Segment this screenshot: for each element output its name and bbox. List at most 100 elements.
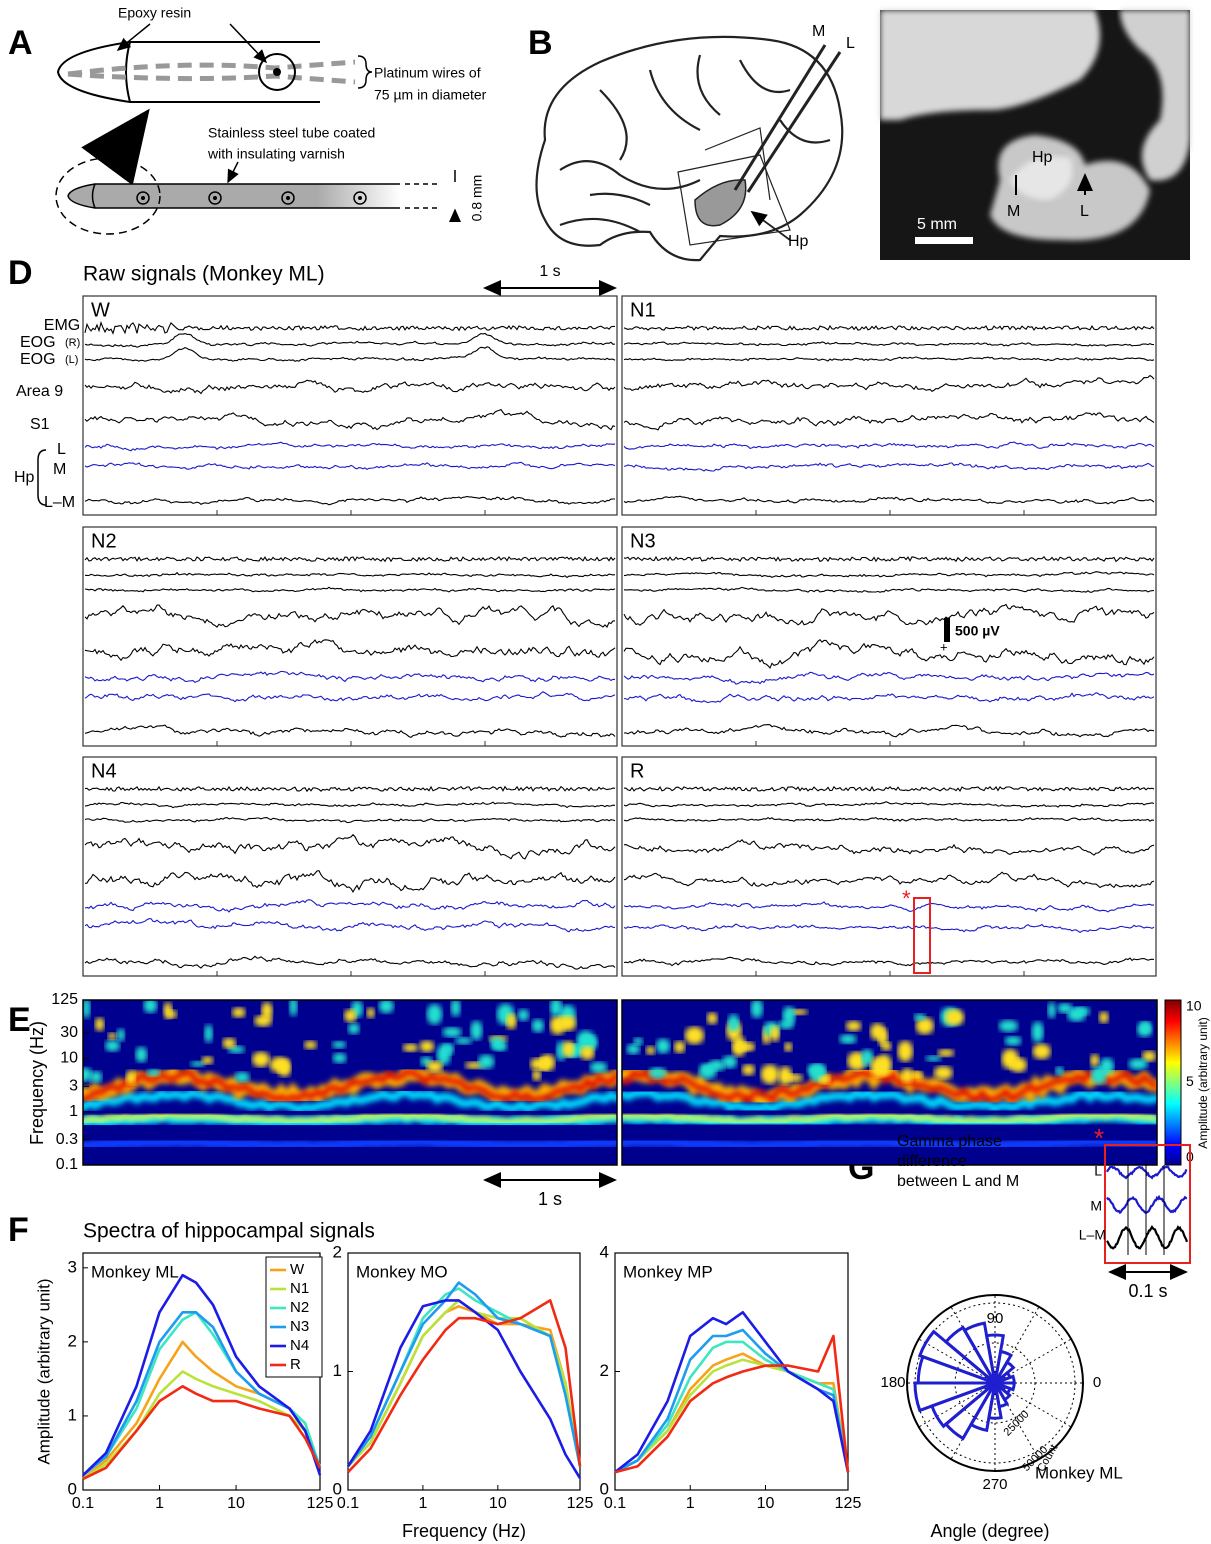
channel-label: Hp bbox=[14, 469, 35, 486]
blob bbox=[201, 1056, 214, 1065]
annotation: Stainless steel tube coated bbox=[208, 125, 375, 141]
y-tick-label: 1 bbox=[69, 1103, 78, 1120]
phase-bar bbox=[917, 1329, 996, 1385]
blob bbox=[254, 1015, 273, 1027]
blob bbox=[1090, 1053, 1100, 1068]
scale-label: 1 s bbox=[538, 1189, 562, 1209]
colorbar bbox=[1164, 999, 1182, 1166]
phase-bar bbox=[994, 1381, 1016, 1392]
signal-trace bbox=[84, 691, 616, 703]
legend-label: N3 bbox=[290, 1318, 309, 1335]
band bbox=[83, 1068, 617, 1104]
blob bbox=[1001, 1048, 1019, 1070]
y-tick-label: 4 bbox=[600, 1242, 609, 1261]
blob bbox=[933, 1066, 953, 1080]
blob bbox=[845, 1020, 862, 1032]
annotation: M bbox=[812, 23, 825, 40]
spectrum-line bbox=[347, 1299, 582, 1474]
panel-title: difference bbox=[897, 1153, 967, 1170]
blob bbox=[83, 1000, 91, 1019]
x-tick-label: 125 bbox=[567, 1495, 594, 1512]
blob bbox=[234, 1071, 250, 1083]
band bbox=[622, 1069, 1157, 1105]
signal-trace bbox=[84, 495, 615, 506]
x-tick-label: 0.1 bbox=[337, 1495, 359, 1512]
annotation: 75 µm in diameter bbox=[374, 87, 487, 103]
blob bbox=[252, 1051, 271, 1068]
blob bbox=[1055, 1066, 1064, 1076]
angle-tick-label: 180 bbox=[880, 1374, 905, 1391]
phase-bar bbox=[987, 1382, 1003, 1420]
signal-trace bbox=[623, 495, 1155, 505]
blob bbox=[722, 1055, 738, 1069]
state-label: N2 bbox=[91, 530, 117, 552]
blob bbox=[1047, 1001, 1056, 1019]
signal-trace bbox=[84, 817, 616, 824]
band bbox=[622, 1087, 1157, 1114]
x-tick-label: 0.1 bbox=[72, 1495, 94, 1512]
y-axis-label: Amplitude (arbitrary unit) bbox=[34, 1278, 53, 1464]
frame bbox=[82, 999, 618, 1166]
blob bbox=[104, 1039, 121, 1052]
y-tick-label: 2 bbox=[333, 1242, 342, 1261]
blob bbox=[116, 1028, 126, 1042]
blob bbox=[626, 1043, 641, 1055]
annotation: + bbox=[940, 639, 948, 654]
phase-bar bbox=[943, 1381, 997, 1441]
signal-trace bbox=[84, 785, 616, 793]
panel-label: D bbox=[8, 254, 33, 292]
legend-label: N1 bbox=[290, 1280, 309, 1297]
blob bbox=[549, 1015, 566, 1035]
signal-trace bbox=[623, 571, 1155, 579]
signal-trace bbox=[623, 412, 1155, 431]
blob bbox=[532, 1069, 542, 1081]
raw-signals: W N1 N2 N3 N4 R bbox=[82, 295, 1157, 977]
band bbox=[622, 1111, 1157, 1125]
phase-bar bbox=[913, 1381, 996, 1413]
panel-title: Raw signals (Monkey ML) bbox=[83, 263, 325, 286]
chart-subtitle: Monkey ML bbox=[1035, 1463, 1123, 1482]
blob bbox=[531, 1018, 545, 1033]
band bbox=[622, 1135, 1157, 1152]
angle-tick-label: 90 bbox=[987, 1310, 1004, 1327]
blob bbox=[1128, 1058, 1149, 1070]
blob bbox=[645, 1045, 656, 1055]
annotation: L bbox=[846, 35, 855, 52]
annotation: Epoxy resin bbox=[118, 5, 191, 21]
y-tick-label: 2 bbox=[68, 1331, 77, 1350]
signal-trace bbox=[84, 586, 616, 593]
x-tick-label: 1 bbox=[686, 1495, 695, 1512]
y-tick-label: 0 bbox=[600, 1479, 609, 1498]
channel-label: EMG bbox=[44, 317, 80, 334]
inset-trace bbox=[1106, 1194, 1188, 1215]
panel-title: between L and M bbox=[897, 1173, 1019, 1190]
signal-trace bbox=[623, 956, 1155, 967]
chart-subtitle: Monkey MO bbox=[356, 1262, 448, 1281]
signal-trace bbox=[84, 724, 616, 739]
signal-trace bbox=[623, 341, 1155, 347]
blob bbox=[870, 1023, 885, 1041]
blob bbox=[163, 1002, 173, 1019]
y-tick-label: 0.1 bbox=[56, 1156, 78, 1173]
blob bbox=[913, 1013, 927, 1021]
signal-trace bbox=[84, 320, 615, 335]
brain-diagram bbox=[535, 35, 844, 262]
x-tick-label: 10 bbox=[757, 1495, 775, 1512]
annotation: 500 µV bbox=[955, 623, 1000, 639]
channel-label: L bbox=[1094, 1163, 1102, 1179]
signal-trace bbox=[84, 555, 616, 563]
state-box bbox=[621, 526, 1157, 747]
inset-traces bbox=[1104, 1144, 1191, 1264]
blob bbox=[1004, 1036, 1022, 1046]
annotation: Hp bbox=[1032, 149, 1053, 166]
spectrum-line bbox=[614, 1311, 850, 1474]
x-tick-label: 125 bbox=[835, 1495, 862, 1512]
blob bbox=[579, 1045, 595, 1060]
blob bbox=[818, 1074, 831, 1085]
signal-trace bbox=[623, 441, 1155, 450]
blob bbox=[1067, 1007, 1086, 1022]
signal-trace bbox=[84, 571, 616, 579]
blob bbox=[517, 1008, 529, 1022]
blob bbox=[589, 1061, 608, 1073]
